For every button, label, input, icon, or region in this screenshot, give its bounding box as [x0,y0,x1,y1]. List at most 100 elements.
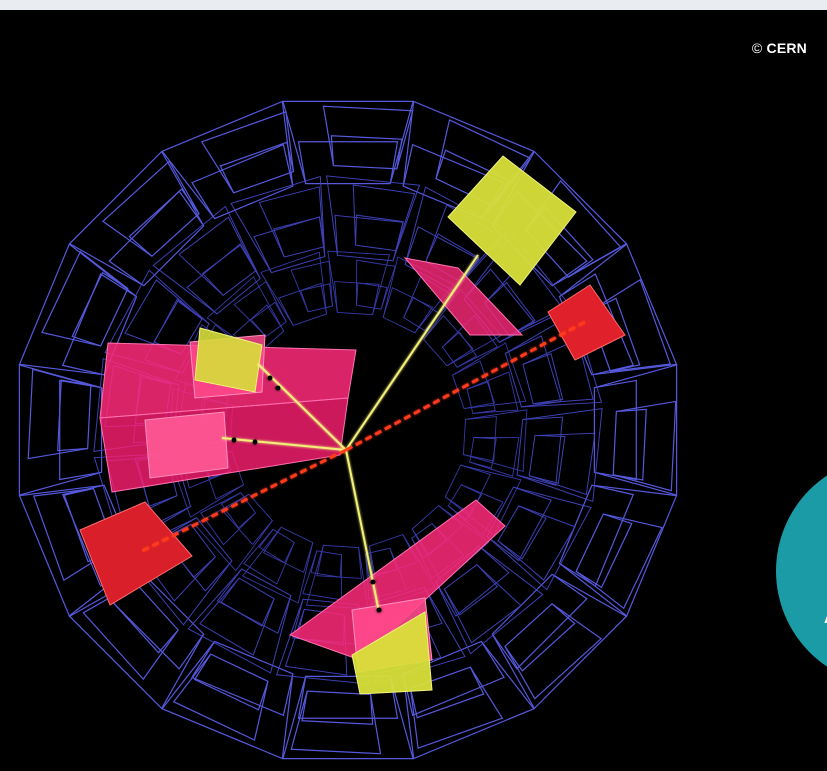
detector-module-edge [516,416,564,486]
detector-module-edge [61,273,137,376]
detector-module [161,100,294,220]
detector-module [199,577,275,656]
detector-module [497,505,576,581]
deposit-bottom [288,499,506,661]
detector-module [178,216,257,296]
detector-module [451,342,527,410]
detector-module-edge [330,135,403,169]
detector-module-edge [193,653,269,711]
detector-module [588,278,672,373]
detector-module [68,150,205,287]
detector-module-edge [409,666,485,719]
red-cells [79,284,626,606]
detector-module [462,409,528,473]
detector-module [326,175,421,262]
dashed-track-left [139,448,347,554]
detector-module-edge [497,505,547,560]
detector-module-edge [71,271,129,347]
detector-module [82,582,179,681]
deposit-upper-right [403,257,524,336]
detector-module-edge [442,331,478,368]
detector-module [41,250,129,347]
detector-module-edge [191,641,294,717]
particle-tracks [139,254,586,613]
detector-module-edge [443,564,499,616]
detector-module [612,400,677,492]
detector-module [282,100,414,185]
detector-module [206,276,285,355]
detector-module [469,437,520,477]
detector-module-edge [613,408,647,481]
detector-module [124,279,203,355]
detector-module-edge [220,577,275,627]
detector-module [32,487,116,582]
detector-module [504,312,603,408]
detector-module-edge [128,188,200,257]
detector-module [233,280,287,338]
detector-module-edge [219,141,295,194]
detector-module [504,603,603,700]
detector-module-edge [559,484,635,587]
detector-module [528,432,596,496]
track-to-left-upper [257,363,347,451]
detector-module [241,526,314,604]
detector-module [243,528,295,585]
deposit-left-inner [144,411,229,479]
detector-module-edge [316,545,362,579]
detector-module-edge [273,216,325,258]
detector-module [516,408,603,503]
red-cell-right [547,284,626,361]
detector-module-edge [300,283,333,313]
detector-module-edge [355,214,404,251]
detector-module-edge [262,526,314,573]
detector-module-edge [216,568,292,634]
detector-module-edge [575,513,633,589]
track-hit [231,437,237,443]
detector-module-edge [402,641,505,717]
credit-label: CERN [766,40,807,56]
detector-module [230,175,326,274]
detector-module-edge [452,360,496,410]
detector-module [443,564,522,644]
detector-module-edge [59,379,102,481]
detector-module-edge [297,676,399,719]
detector-module-edge [504,603,576,672]
detector-module-edge [491,573,588,670]
yellow-cell-top-right [447,155,577,286]
detector-module [593,364,678,496]
red-cell-left [79,501,193,606]
detector-module [558,484,678,617]
detector-module-edge [250,301,287,337]
detector-module [258,186,325,258]
detector-module [152,205,261,315]
detector-module-edge [486,486,552,562]
detector-module-edge [529,435,566,484]
track-hit [376,607,382,613]
yellow-cell-left [194,327,263,393]
detector-module [187,568,292,674]
track-to-bottom [345,449,380,613]
top-strip [0,0,827,10]
dashed-track-right [345,320,586,452]
detector-module-edge [57,379,91,452]
detector-module-edge [435,545,510,617]
detector-module-edge [201,244,257,296]
detector-module [200,110,295,194]
detector-module-edge [220,492,256,529]
detector-module-edge [423,314,474,367]
detector-module-edge [382,287,434,334]
detector-module [352,184,416,252]
detector-module [522,338,594,405]
detector-module [161,640,294,760]
detector-module [27,368,92,460]
detector-module-edge [191,143,294,219]
detector-module-edge [108,190,205,287]
track-hit [275,385,281,391]
detector-module [327,250,391,316]
detector-module [575,513,663,610]
detector-module-edge [469,437,497,469]
detector-module-edge [484,281,536,337]
detector-module-edge [505,335,562,408]
